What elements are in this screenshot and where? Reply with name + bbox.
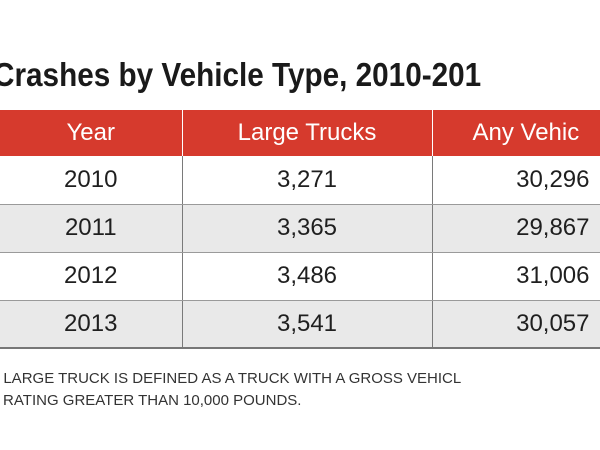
table-body: 2010 3,271 30,296 2011 3,365 29,867 2012… <box>0 156 600 349</box>
chart-title: al Crashes by Vehicle Type, 2010-201 <box>0 56 482 93</box>
footnote-line-1: A LARGE TRUCK IS DEFINED AS A TRUCK WITH… <box>0 370 462 387</box>
cell-any-vehicle: 31,006 <box>432 252 600 301</box>
table-row: 2013 3,541 30,057 <box>0 300 600 349</box>
cell-year: 2010 <box>0 156 183 205</box>
table-row: 2011 3,365 29,867 <box>0 204 600 253</box>
footnote-line-2: T RATING GREATER THAN 10,000 POUNDS. <box>0 392 302 409</box>
cell-large-trucks: 3,365 <box>182 204 433 253</box>
header-row: Year Large Trucks Any Vehic <box>0 110 600 156</box>
header-large-trucks: Large Trucks <box>182 110 433 156</box>
cell-year: 2012 <box>0 252 183 301</box>
table-row: 2010 3,271 30,296 <box>0 156 600 205</box>
cell-year: 2011 <box>0 204 183 253</box>
cell-any-vehicle: 30,296 <box>432 156 600 205</box>
cell-large-trucks: 3,541 <box>182 300 433 349</box>
header-year: Year <box>0 110 183 156</box>
cell-large-trucks: 3,486 <box>182 252 433 301</box>
footnote: A LARGE TRUCK IS DEFINED AS A TRUCK WITH… <box>0 368 600 412</box>
cell-year: 2013 <box>0 300 183 349</box>
cell-any-vehicle: 30,057 <box>432 300 600 349</box>
table-container: Year Large Trucks Any Vehic 2010 3,271 3… <box>0 110 600 352</box>
table-header: Year Large Trucks Any Vehic <box>0 110 600 156</box>
crash-table: Year Large Trucks Any Vehic 2010 3,271 3… <box>0 110 600 349</box>
header-any-vehicle: Any Vehic <box>432 110 600 156</box>
cell-any-vehicle: 29,867 <box>432 204 600 253</box>
cell-large-trucks: 3,271 <box>182 156 433 205</box>
table-row: 2012 3,486 31,006 <box>0 252 600 301</box>
